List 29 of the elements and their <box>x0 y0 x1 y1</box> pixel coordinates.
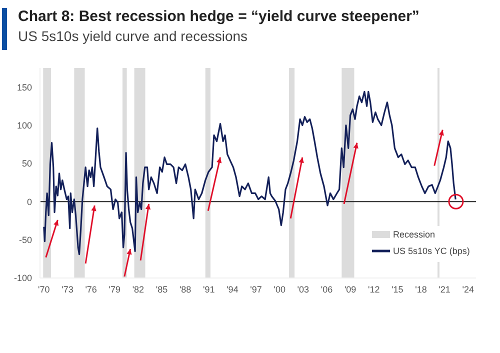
x-tick-label: '12 <box>368 284 380 294</box>
x-tick-label: '09 <box>344 284 356 294</box>
y-tick-label: 100 <box>16 120 32 130</box>
legend-label: US 5s10s YC (bps) <box>393 246 470 256</box>
y-tick-label: -50 <box>18 235 32 246</box>
x-tick-label: '88 <box>179 284 192 294</box>
x-tick-label: '94 <box>226 284 238 294</box>
x-tick-label: '24 <box>462 284 474 294</box>
x-tick-label: '76 <box>85 284 97 294</box>
x-tick-label: '00 <box>274 284 286 294</box>
x-tick-label: '79 <box>108 284 120 294</box>
x-tick-label: '03 <box>297 284 310 294</box>
y-tick-label: -100 <box>14 273 32 284</box>
chart-subtitle: US 5s10s yield curve and recessions <box>18 28 248 44</box>
x-tick-label: '91 <box>203 284 215 294</box>
y-tick-label: 50 <box>22 158 32 169</box>
x-tick-label: '21 <box>438 284 450 294</box>
x-tick-label: '97 <box>250 284 262 294</box>
x-tick-label: '85 <box>156 284 168 294</box>
x-tick-label: '70 <box>38 284 50 294</box>
x-tick-label: '82 <box>132 284 144 294</box>
x-tick-label: '18 <box>415 284 427 294</box>
y-tick-label: 0 <box>26 196 32 207</box>
x-tick-label: '73 <box>62 284 74 294</box>
x-tick-label: '15 <box>392 284 404 294</box>
x-tick-label: '06 <box>320 284 333 294</box>
y-tick-label: 150 <box>16 82 32 92</box>
annotation: Recession <box>393 230 436 240</box>
chart-title: Chart 8: Best recession hedge = “yield curve steepener” <box>18 8 420 25</box>
